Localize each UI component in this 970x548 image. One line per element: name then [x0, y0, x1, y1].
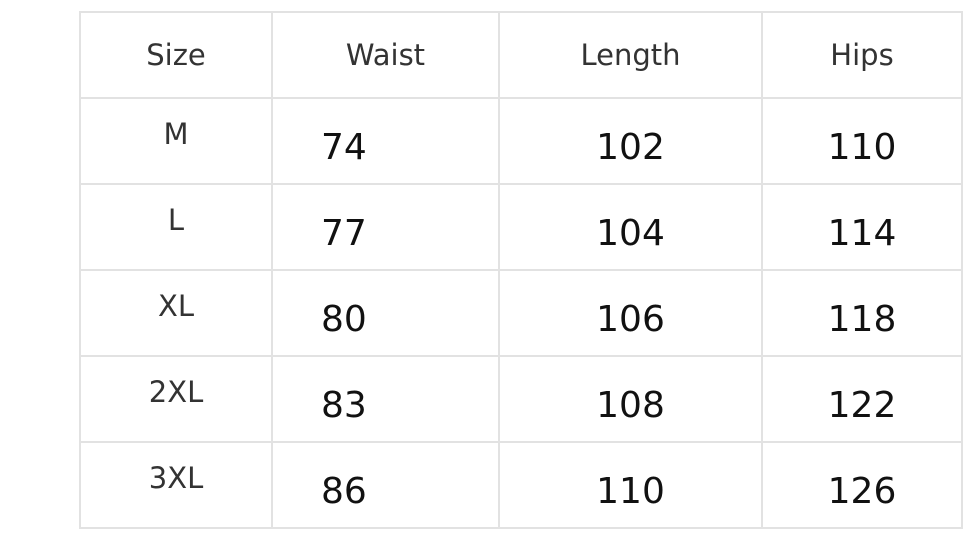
header-hips: Hips — [761, 11, 963, 99]
table-row: L 77 104 114 — [79, 183, 963, 271]
cell-size: 3XL — [79, 441, 273, 529]
cell-length: 110 — [498, 441, 763, 529]
header-row: Size Waist Length Hips — [79, 11, 963, 99]
cell-hips: 122 — [761, 355, 963, 443]
size-chart-table: Size Waist Length Hips M 74 102 110 L 77 104 11… — [79, 11, 963, 529]
cell-size: XL — [79, 269, 273, 357]
header-size: Size — [79, 11, 273, 99]
cell-waist: 80 — [271, 269, 500, 357]
header-length: Length — [498, 11, 763, 99]
cell-hips: 110 — [761, 97, 963, 185]
cell-hips: 126 — [761, 441, 963, 529]
cell-length: 104 — [498, 183, 763, 271]
cell-hips: 114 — [761, 183, 963, 271]
cell-length: 108 — [498, 355, 763, 443]
cell-size: M — [79, 97, 273, 185]
table-row: 2XL 83 108 122 — [79, 355, 963, 443]
table-row: XL 80 106 118 — [79, 269, 963, 357]
cell-length: 106 — [498, 269, 763, 357]
cell-size: 2XL — [79, 355, 273, 443]
table-row: 3XL 86 110 126 — [79, 441, 963, 529]
cell-hips: 118 — [761, 269, 963, 357]
cell-waist: 77 — [271, 183, 500, 271]
cell-size: L — [79, 183, 273, 271]
cell-waist: 83 — [271, 355, 500, 443]
cell-waist: 86 — [271, 441, 500, 529]
cell-length: 102 — [498, 97, 763, 185]
table-row: M 74 102 110 — [79, 97, 963, 185]
cell-waist: 74 — [271, 97, 500, 185]
header-waist: Waist — [271, 11, 500, 99]
